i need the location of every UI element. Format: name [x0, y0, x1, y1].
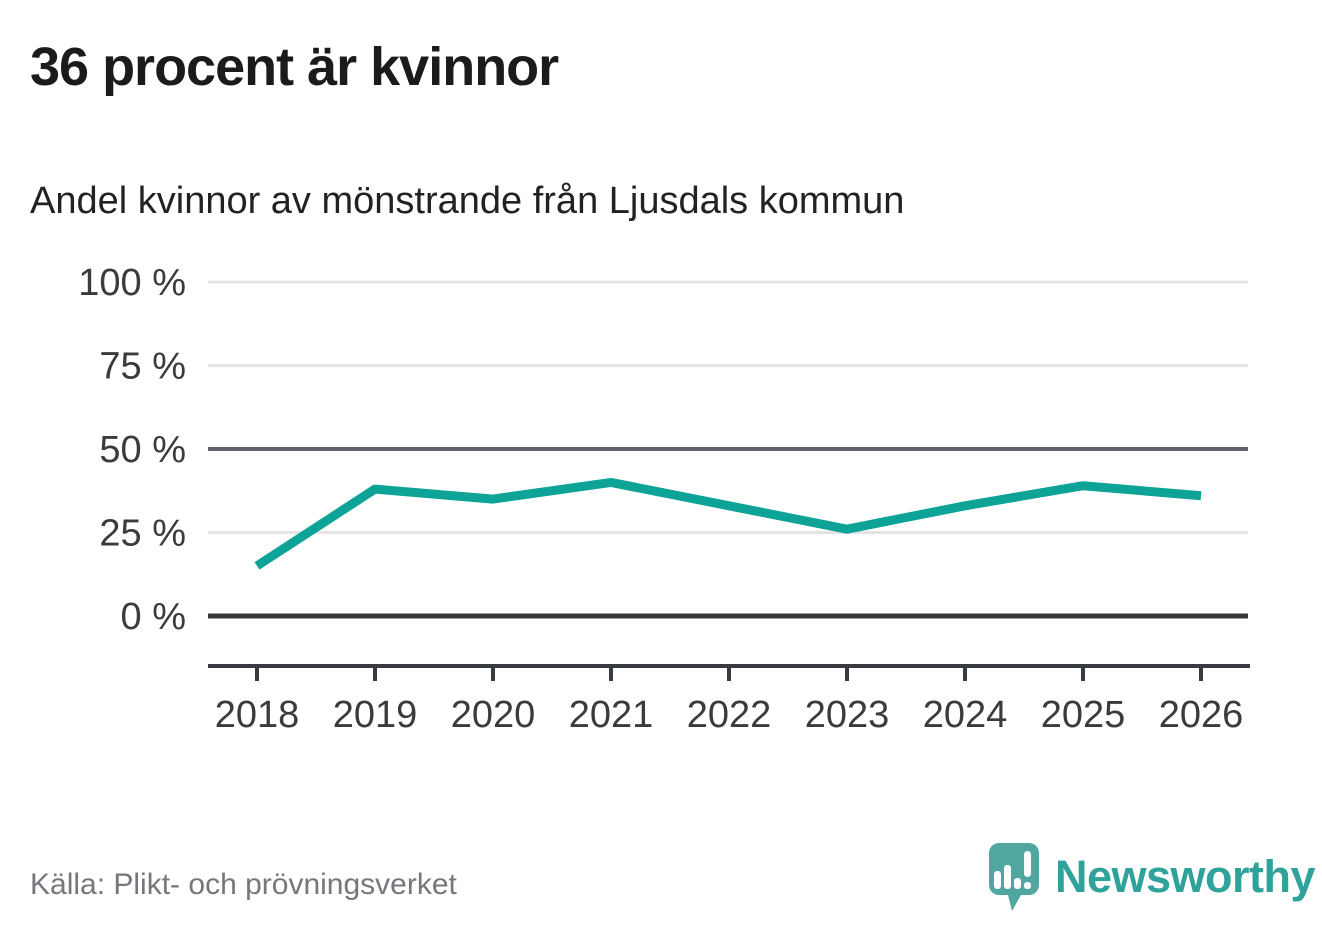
x-tick-label: 2023 — [805, 694, 890, 736]
logo-exclamation-dot — [1024, 882, 1031, 889]
y-tick-label: 75 % — [99, 346, 186, 388]
logo-bar-1 — [994, 871, 1001, 889]
logo-bar-3 — [1014, 878, 1021, 889]
x-tick-label: 2018 — [215, 694, 300, 736]
y-tick-label: 25 % — [99, 513, 186, 555]
y-tick-label: 100 % — [78, 262, 186, 304]
newsworthy-brand: Newsworthy — [983, 841, 1316, 915]
source-note: Källa: Plikt- och prövningsverket — [30, 868, 457, 901]
x-tick-label: 2022 — [687, 694, 772, 736]
chart-title: 36 procent är kvinnor — [30, 37, 559, 97]
x-tick-label: 2025 — [1041, 694, 1126, 736]
x-tick-label: 2024 — [923, 694, 1008, 736]
brand-wordmark: Newsworthy — [1055, 851, 1316, 902]
x-tick-label: 2019 — [333, 694, 418, 736]
logo-exclamation-bar — [1024, 851, 1031, 877]
newsworthy-logo-icon — [989, 843, 1039, 911]
x-tick-label: 2026 — [1159, 694, 1244, 736]
x-tick-label: 2021 — [569, 694, 654, 736]
series-line — [254, 477, 1202, 570]
chart-subtitle: Andel kvinnor av mönstrande från Ljusdal… — [30, 180, 905, 222]
y-tick-label: 0 % — [121, 596, 186, 638]
x-tick-label: 2020 — [451, 694, 536, 736]
logo-bar-2 — [1004, 865, 1011, 889]
y-tick-label: 50 % — [99, 429, 186, 471]
